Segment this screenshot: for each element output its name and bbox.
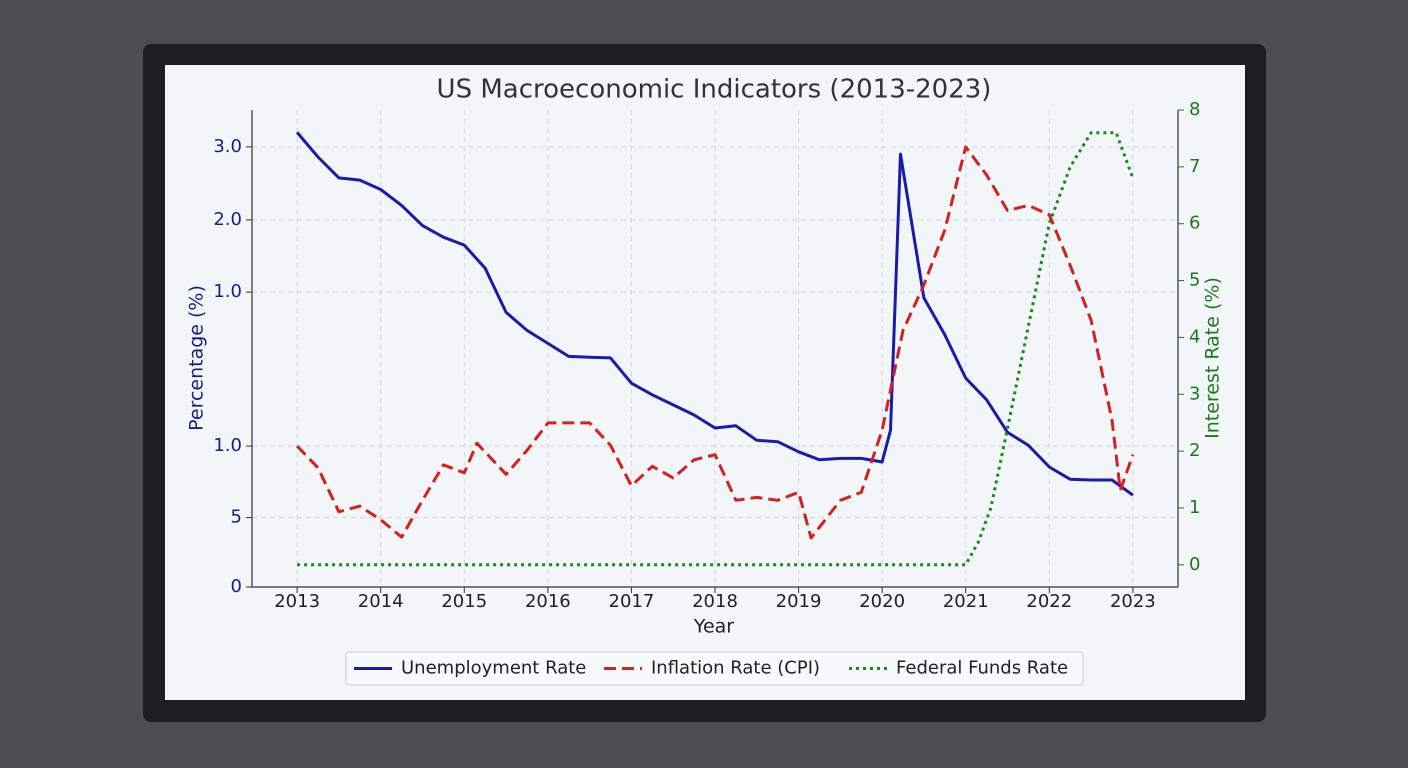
y2-tick-label: 6 bbox=[1189, 213, 1200, 234]
y2-tick-label: 1 bbox=[1189, 497, 1200, 518]
legend-box bbox=[345, 651, 1084, 686]
legend-label: Unemployment Rate bbox=[401, 658, 586, 679]
x-axis-label: Year bbox=[693, 616, 734, 638]
y-tick-label: 1.0 bbox=[213, 435, 242, 456]
y-tick-label: 3.0 bbox=[213, 136, 242, 157]
y2-tick-label: 3 bbox=[1189, 383, 1200, 404]
x-tick-label: 2019 bbox=[776, 591, 822, 612]
y2-tick-label: 8 bbox=[1189, 99, 1200, 120]
x-tick-label: 2023 bbox=[1110, 591, 1156, 612]
x-tick-label: 2020 bbox=[859, 591, 905, 612]
x-tick-label: 2013 bbox=[274, 591, 320, 612]
x-tick-label: 2017 bbox=[609, 591, 655, 612]
x-tick-label: 2022 bbox=[1026, 591, 1072, 612]
x-tick-label: 2016 bbox=[525, 591, 571, 612]
legend-label: Federal Funds Rate bbox=[896, 658, 1068, 679]
y2-axis-label: Interest Rate (%) bbox=[1202, 277, 1224, 439]
y2-tick-label: 4 bbox=[1189, 326, 1200, 347]
y2-tick-label: 2 bbox=[1189, 440, 1200, 461]
legend-label: Inflation Rate (CPI) bbox=[651, 658, 820, 679]
series-line bbox=[295, 131, 1134, 497]
y-tick-label: 1.0 bbox=[213, 281, 242, 302]
y2-tick-label: 0 bbox=[1189, 554, 1200, 575]
chart-title: US Macroeconomic Indicators (2013-2023) bbox=[437, 75, 992, 105]
x-tick-label: 2015 bbox=[441, 591, 487, 612]
chart-background bbox=[165, 65, 1245, 700]
y-tick-label: 2.0 bbox=[213, 209, 242, 230]
y-tick-label: 0 bbox=[231, 576, 242, 597]
axes-frame bbox=[251, 110, 1179, 588]
y-axis-label: Percentage (%) bbox=[186, 285, 208, 431]
x-tick-label: 2014 bbox=[358, 591, 404, 612]
y2-tick-label: 5 bbox=[1189, 270, 1200, 291]
y2-tick-label: 7 bbox=[1189, 156, 1200, 177]
x-tick-label: 2018 bbox=[692, 591, 738, 612]
y-tick-label: 5 bbox=[231, 507, 242, 528]
x-tick-label: 2021 bbox=[943, 591, 989, 612]
